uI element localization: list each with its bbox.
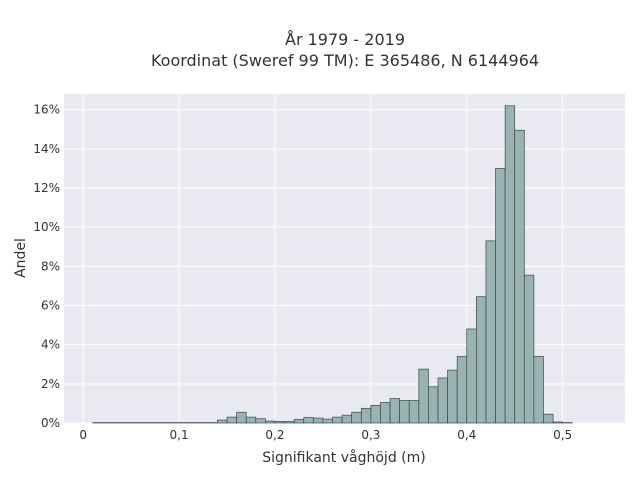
histogram-bar <box>447 369 458 424</box>
x-tick-label: 0,3 <box>361 428 380 442</box>
histogram-bar <box>245 416 257 424</box>
y-tick-label: 0% <box>41 416 60 430</box>
y-tick-label: 8% <box>41 259 60 273</box>
y-tick-label: 2% <box>41 377 60 391</box>
x-tick-label: 0,4 <box>457 428 476 442</box>
histogram-bar <box>351 411 362 424</box>
x-tick-label: 0,1 <box>170 428 189 442</box>
y-tick-labels: 0% 2% 4% 6% 8% 10% 12% 14% 16% <box>33 103 60 430</box>
histogram-bar <box>495 168 506 424</box>
histogram-bar <box>322 418 333 424</box>
histogram-bar <box>466 328 477 424</box>
x-axis-label: Signifikant våghöjd (m) <box>262 449 425 466</box>
histogram-bar <box>485 240 496 424</box>
histogram-bar <box>428 386 439 424</box>
histogram-bar <box>514 129 525 424</box>
histogram-bar <box>293 419 305 424</box>
histogram-bar <box>456 356 468 424</box>
histogram-bar <box>236 411 247 424</box>
x-tick-label: 0,5 <box>553 428 572 442</box>
histogram-bar <box>284 421 295 424</box>
y-tick-label: 10% <box>33 220 60 234</box>
histogram-bar <box>418 368 429 424</box>
histogram-bar <box>274 421 285 424</box>
histogram-bar <box>399 400 410 424</box>
histogram-bar <box>437 377 448 424</box>
chart-subtitle: Koordinat (Sweref 99 TM): E 365486, N 61… <box>151 51 539 70</box>
histogram-bar <box>380 402 391 424</box>
histogram-bar <box>533 356 544 424</box>
x-tick-labels: 0 0,1 0,2 0,3 0,4 0,5 <box>79 428 572 442</box>
histogram-bar <box>389 398 400 424</box>
histogram-bar <box>303 417 314 424</box>
x-tick-label: 0,2 <box>265 428 284 442</box>
y-tick-label: 14% <box>33 142 60 156</box>
histogram-bar <box>552 421 564 424</box>
y-tick-label: 6% <box>41 299 60 313</box>
histogram-bar <box>226 416 237 424</box>
histogram-bar <box>543 413 554 424</box>
histogram-bar <box>408 400 420 424</box>
x-tick-label: 0 <box>79 428 87 442</box>
histogram-bar <box>312 417 324 424</box>
histogram-bar <box>255 418 266 424</box>
chart-title: År 1979 - 2019 <box>285 30 405 49</box>
y-tick-label: 16% <box>33 103 60 117</box>
histogram-bars <box>92 105 573 424</box>
histogram-bar <box>504 105 516 424</box>
histogram-bar <box>341 414 353 424</box>
histogram-bar <box>265 420 276 424</box>
histogram-bar <box>332 416 343 424</box>
histogram-bar <box>370 405 381 424</box>
histogram-bar <box>360 407 372 424</box>
histogram-bar <box>217 419 228 424</box>
y-axis-label: Andel <box>13 238 29 278</box>
y-tick-label: 4% <box>41 338 60 352</box>
histogram-bar <box>523 274 535 424</box>
y-tick-label: 12% <box>33 181 60 195</box>
histogram-bar <box>476 296 487 424</box>
